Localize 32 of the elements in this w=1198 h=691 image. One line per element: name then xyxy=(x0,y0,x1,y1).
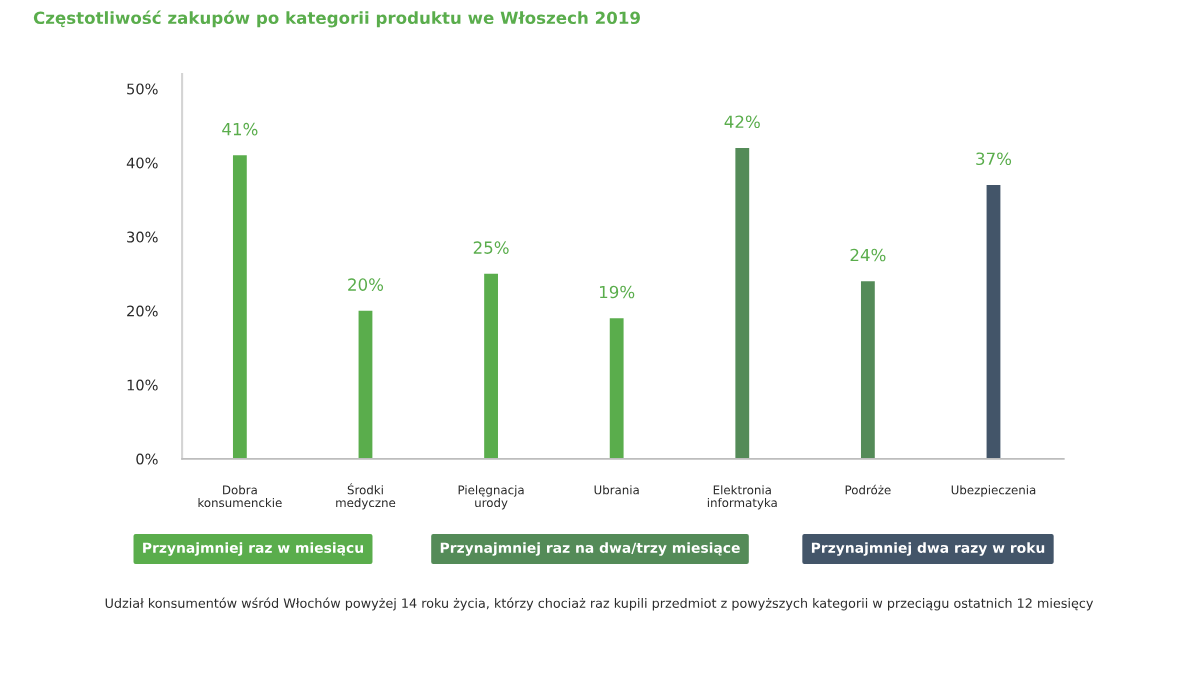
data-label: 25% xyxy=(473,241,509,254)
y-tick-label: 50% xyxy=(127,83,158,95)
data-label: 19% xyxy=(599,285,635,299)
x-tick-label: Pielęgnacja urody xyxy=(458,485,524,510)
bar xyxy=(484,273,498,459)
chart-title: Częstotliwość zakupów po kategorii produktu we Włoszech 2019 xyxy=(33,10,640,28)
data-label: 20% xyxy=(348,278,384,291)
x-tick-label: Podróże xyxy=(845,484,891,495)
text: Przynajmniej dwa razy w roku xyxy=(811,542,1045,556)
data-label: 24% xyxy=(850,248,886,262)
bar xyxy=(358,310,373,459)
x-tick-label: Ubezpieczenia xyxy=(951,485,1036,497)
bar xyxy=(735,147,750,459)
y-tick-label: 10% xyxy=(127,379,158,391)
bar xyxy=(860,281,875,459)
x-tick-label: Ubrania xyxy=(594,485,639,495)
x-tick-label: Dobra konsumenckie xyxy=(198,485,282,508)
x-tick-label: Środki medyczne xyxy=(336,483,396,510)
text: Przynajmniej raz w miesiącu xyxy=(143,542,363,556)
y-tick-label: 30% xyxy=(127,231,158,243)
bar xyxy=(986,184,1001,459)
data-label: 37% xyxy=(976,152,1012,166)
text: Przynajmniej raz na dwa/trzy miesiące xyxy=(440,542,740,556)
text: Udział konsumentów wśród Włochów powyżej 14 roku życia, którzy chociaż raz kupili przedmiot z powyższych kategorii w przeciągu ostatnich 12 miesięcy xyxy=(105,597,1094,611)
y-tick-label: 0% xyxy=(136,453,158,465)
data-label: 42% xyxy=(724,115,760,129)
bar xyxy=(609,318,624,459)
y-tick-label: 40% xyxy=(126,157,158,169)
y-tick-label: 20% xyxy=(127,305,158,317)
x-tick-label: Elektronia informatyka xyxy=(707,485,777,510)
bar xyxy=(232,155,247,459)
data-label: 41% xyxy=(222,122,258,136)
